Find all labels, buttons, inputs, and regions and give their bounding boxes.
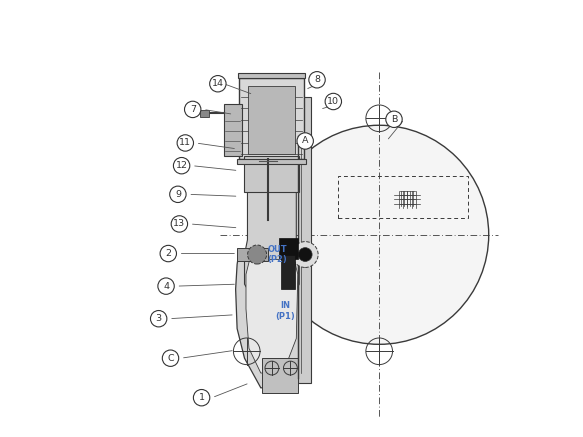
Circle shape xyxy=(292,242,318,267)
Circle shape xyxy=(162,350,179,366)
Text: C: C xyxy=(167,354,174,363)
Text: 3: 3 xyxy=(156,314,161,323)
Circle shape xyxy=(270,125,489,344)
Bar xyxy=(200,110,209,117)
Text: 8: 8 xyxy=(314,75,320,84)
Polygon shape xyxy=(244,192,299,299)
Bar xyxy=(281,254,295,289)
Circle shape xyxy=(210,76,226,92)
Text: IN
(P1): IN (P1) xyxy=(275,301,295,320)
Circle shape xyxy=(194,389,210,406)
Circle shape xyxy=(171,216,188,232)
Circle shape xyxy=(309,72,325,88)
Circle shape xyxy=(184,101,201,118)
Bar xyxy=(238,73,305,78)
Text: 14: 14 xyxy=(212,79,224,88)
Text: 11: 11 xyxy=(180,139,191,147)
Bar xyxy=(298,97,311,383)
Circle shape xyxy=(150,311,167,327)
Bar xyxy=(248,87,295,154)
Circle shape xyxy=(248,245,266,264)
Bar xyxy=(237,159,306,164)
Text: 9: 9 xyxy=(175,190,181,199)
Text: 2: 2 xyxy=(166,249,171,258)
Text: A: A xyxy=(302,136,308,146)
Circle shape xyxy=(386,111,402,128)
Circle shape xyxy=(173,157,190,174)
Circle shape xyxy=(325,94,342,110)
Bar xyxy=(224,104,241,156)
Text: OUT
(P2): OUT (P2) xyxy=(267,245,287,264)
Text: 7: 7 xyxy=(189,105,196,114)
Bar xyxy=(237,248,268,261)
Bar xyxy=(262,358,298,393)
Circle shape xyxy=(160,245,177,262)
Circle shape xyxy=(177,135,194,151)
Circle shape xyxy=(298,248,312,261)
Circle shape xyxy=(170,186,186,202)
Text: 10: 10 xyxy=(327,97,339,106)
Bar xyxy=(240,78,304,159)
Circle shape xyxy=(297,133,314,149)
Text: 13: 13 xyxy=(173,219,185,229)
Bar xyxy=(339,176,468,218)
Polygon shape xyxy=(236,254,307,388)
Text: 4: 4 xyxy=(163,281,169,291)
Text: 12: 12 xyxy=(175,161,188,170)
Polygon shape xyxy=(246,260,298,373)
Circle shape xyxy=(158,278,174,295)
Text: 1: 1 xyxy=(199,393,205,402)
Bar xyxy=(244,156,299,192)
Bar xyxy=(279,238,298,260)
Text: B: B xyxy=(391,115,397,124)
